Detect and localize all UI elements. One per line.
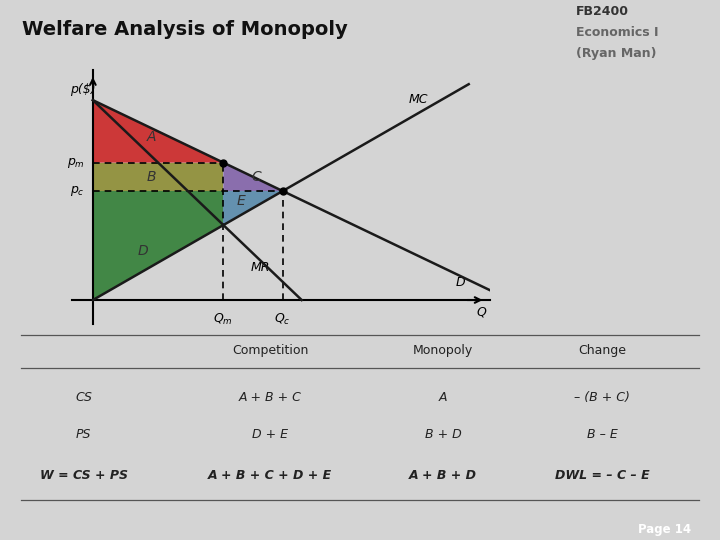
Text: B + D: B + D [425, 428, 462, 441]
Text: B: B [147, 170, 156, 184]
Text: $Q_m$: $Q_m$ [214, 312, 233, 327]
Text: C: C [251, 170, 261, 184]
Text: W = CS + PS: W = CS + PS [40, 469, 127, 482]
Text: Change: Change [578, 345, 626, 357]
Text: D + E: D + E [252, 428, 288, 441]
Polygon shape [223, 163, 283, 191]
Text: (Ryan Man): (Ryan Man) [576, 46, 657, 59]
Text: A + B + C + D + E: A + B + C + D + E [208, 469, 332, 482]
Text: Competition: Competition [232, 345, 308, 357]
Text: D: D [456, 276, 465, 289]
Text: A + B + C: A + B + C [239, 391, 302, 404]
Text: B – E: B – E [587, 428, 617, 441]
Polygon shape [223, 191, 283, 225]
Text: $p_c$: $p_c$ [70, 184, 84, 198]
Text: A + B + D: A + B + D [409, 469, 477, 482]
Text: D: D [137, 244, 148, 258]
Text: CS: CS [75, 391, 92, 404]
Text: DWL = – C – E: DWL = – C – E [554, 469, 649, 482]
Polygon shape [93, 100, 223, 163]
Text: MC: MC [409, 93, 428, 106]
Text: Q: Q [477, 306, 486, 319]
Text: $p_m$: $p_m$ [67, 156, 84, 170]
Text: A: A [438, 391, 447, 404]
Text: FB2400: FB2400 [576, 5, 629, 18]
Text: – (B + C): – (B + C) [574, 391, 630, 404]
Text: Economics I: Economics I [576, 26, 659, 39]
Polygon shape [93, 163, 223, 191]
Text: E: E [237, 194, 246, 208]
Text: MR: MR [251, 261, 269, 274]
Text: $Q_c$: $Q_c$ [274, 312, 291, 327]
Text: Monopoly: Monopoly [413, 345, 473, 357]
Text: p($): p($) [70, 83, 95, 96]
Text: Welfare Analysis of Monopoly: Welfare Analysis of Monopoly [22, 19, 347, 39]
Text: PS: PS [76, 428, 91, 441]
Text: A: A [147, 130, 156, 144]
Text: Page 14: Page 14 [638, 523, 691, 536]
Polygon shape [93, 191, 223, 300]
